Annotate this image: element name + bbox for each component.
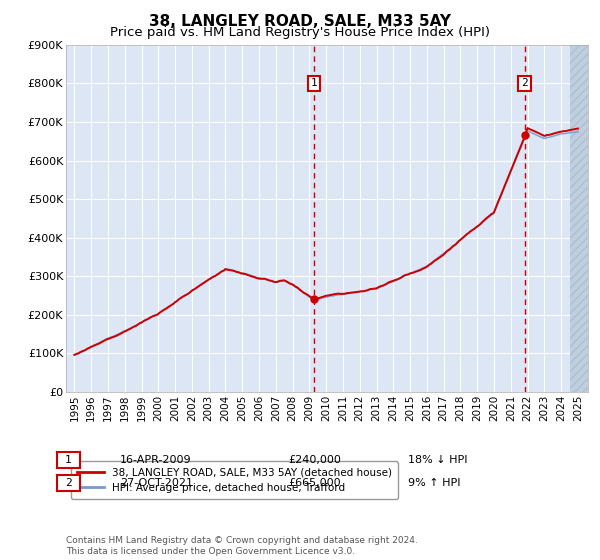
Text: 9% ↑ HPI: 9% ↑ HPI bbox=[408, 478, 461, 488]
Text: 2: 2 bbox=[65, 478, 72, 488]
Text: Contains HM Land Registry data © Crown copyright and database right 2024.
This d: Contains HM Land Registry data © Crown c… bbox=[66, 536, 418, 556]
Text: 2: 2 bbox=[521, 78, 528, 88]
Bar bbox=[569, 45, 588, 392]
Text: 18% ↓ HPI: 18% ↓ HPI bbox=[408, 455, 467, 465]
Text: 1: 1 bbox=[311, 78, 317, 88]
Text: 27-OCT-2021: 27-OCT-2021 bbox=[120, 478, 193, 488]
Text: 16-APR-2009: 16-APR-2009 bbox=[120, 455, 191, 465]
Text: 38, LANGLEY ROAD, SALE, M33 5AY: 38, LANGLEY ROAD, SALE, M33 5AY bbox=[149, 14, 451, 29]
Legend: 38, LANGLEY ROAD, SALE, M33 5AY (detached house), HPI: Average price, detached h: 38, LANGLEY ROAD, SALE, M33 5AY (detache… bbox=[71, 461, 398, 499]
Text: 1: 1 bbox=[65, 455, 72, 465]
Text: Price paid vs. HM Land Registry's House Price Index (HPI): Price paid vs. HM Land Registry's House … bbox=[110, 26, 490, 39]
Bar bbox=[569, 45, 588, 392]
Text: £665,000: £665,000 bbox=[288, 478, 341, 488]
Text: £240,000: £240,000 bbox=[288, 455, 341, 465]
